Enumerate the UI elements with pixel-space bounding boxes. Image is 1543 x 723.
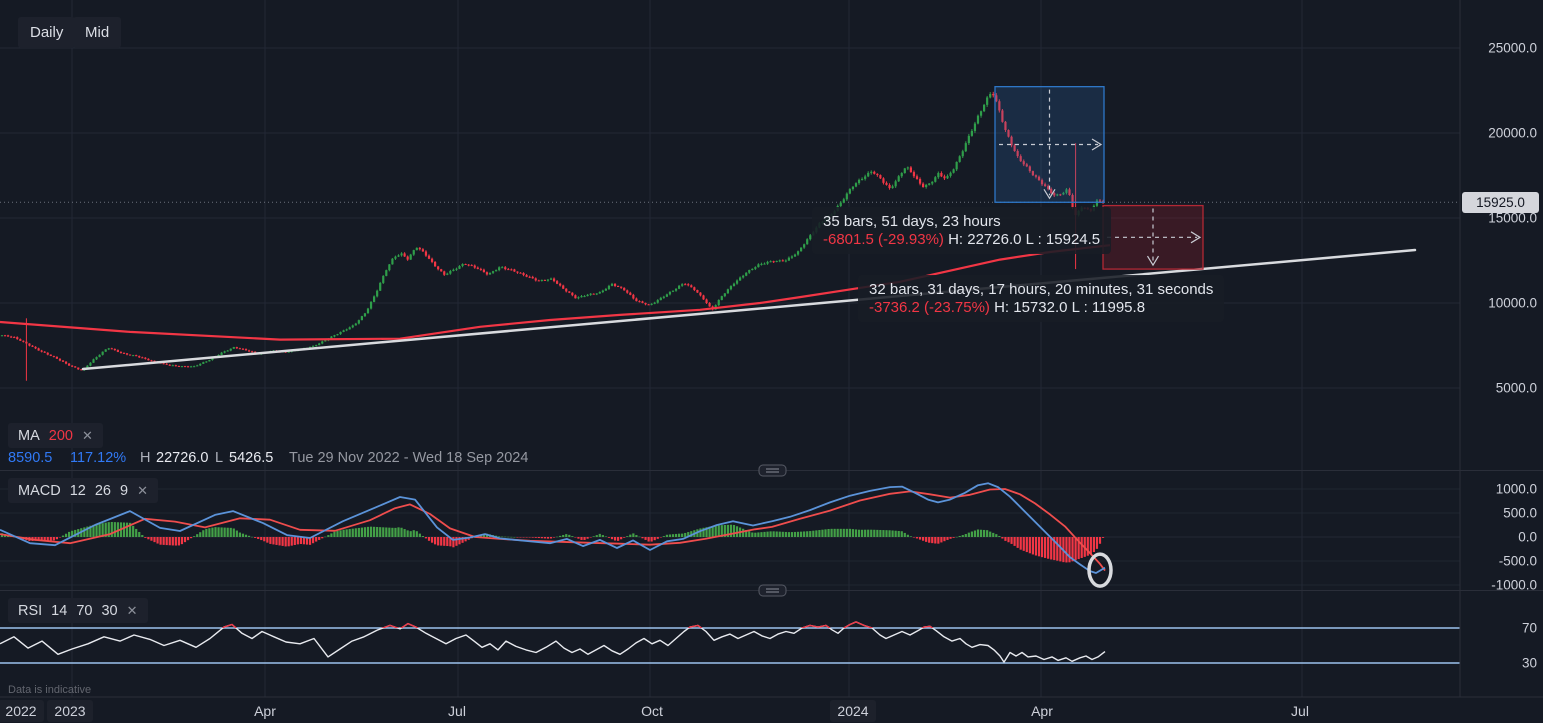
high-label: H (140, 450, 151, 466)
macd-param-fast: 12 (69, 482, 86, 499)
measure-tooltip-red: 32 bars, 31 days, 17 hours, 20 minutes, … (858, 275, 1225, 322)
time-axis-label: 2024 (837, 703, 868, 719)
macd-axis-label: 1000.0 (1496, 482, 1537, 497)
measure-tooltip-blue-line1: 35 bars, 51 days, 23 hours (823, 213, 1001, 230)
time-axis-label: 2023 (54, 703, 85, 719)
macd-axis-label: 500.0 (1503, 506, 1537, 521)
macd-legend-name: MACD (18, 482, 61, 499)
macd-line (0, 482, 1106, 574)
time-axis-labels: 2022 2023 Apr Jul Oct 2024 Apr Jul (0, 700, 1309, 722)
rsi-param-lower: 30 (101, 602, 118, 619)
rsi-axis-labels: 70 30 (1522, 621, 1537, 671)
macd-legend[interactable]: MACD 12 26 9 ✕ (8, 478, 158, 503)
time-axis-badge (0, 700, 44, 722)
price-axis-label: 15000.0 (1488, 211, 1537, 226)
macd-axis-label: -1000.0 (1491, 578, 1537, 593)
measure-change-value: -6801.5 (-29.93%) (823, 230, 944, 248)
ma-200-line (0, 244, 1111, 341)
macd-close-icon[interactable]: ✕ (137, 482, 148, 498)
grid-lines (0, 0, 1460, 697)
rsi-close-icon[interactable]: ✕ (126, 602, 138, 618)
time-axis-badge (830, 700, 876, 722)
low-label: L (215, 450, 224, 466)
measure-hl-value-2: H: 15732.0 L : 11995.8 (994, 298, 1146, 316)
rsi-legend[interactable]: RSI 14 70 30 ✕ (8, 598, 148, 623)
ma-close-icon[interactable]: ✕ (81, 427, 93, 443)
time-axis-label: Apr (254, 703, 276, 719)
ma-close-value: 8590.5 (8, 450, 53, 466)
measure-tooltip-red-line1: 32 bars, 31 days, 17 hours, 20 minutes, … (869, 281, 1214, 298)
ma-legend-name: MA (18, 427, 40, 444)
time-axis-label: Apr (1031, 703, 1053, 719)
rsi-pane (0, 621, 1460, 664)
macd-axis-labels: 1000.0 500.0 0.0 -500.0 -1000.0 (1491, 482, 1537, 593)
ma-change-value: 117.12% (70, 450, 127, 466)
pane-resize-handle-1[interactable] (758, 464, 787, 477)
macd-axis-label: 0.0 (1518, 530, 1537, 545)
rsi-param-length: 14 (51, 602, 68, 619)
price-axis-label: 25000.0 (1488, 41, 1537, 56)
price-axis-label: 5000.0 (1496, 381, 1537, 396)
rsi-axis-label: 70 (1522, 621, 1537, 636)
price-axis-labels: 25000.0 20000.0 15000.0 10000.0 5000.0 (1488, 41, 1537, 396)
measure-box-red[interactable] (1102, 204, 1204, 270)
macd-axis-label: -500.0 (1499, 554, 1537, 569)
time-axis-label: Oct (641, 703, 663, 719)
measure-change-value-2: -3736.2 (-23.75%) (869, 298, 990, 316)
time-axis-badge (47, 700, 93, 722)
low-value: 5426.5 (229, 450, 274, 466)
ma-values-row: 8590.5 117.12% H 22726.0 L 5426.5 Tue 29… (8, 450, 528, 466)
rsi-line (0, 621, 1106, 663)
rsi-legend-name: RSI (18, 602, 43, 619)
price-axis-label: 20000.0 (1488, 126, 1537, 141)
last-price-badge: 15925.0 (1462, 192, 1539, 213)
trendline-drawing[interactable] (81, 248, 1417, 371)
time-axis-label: 2022 (5, 703, 36, 719)
macd-param-signal: 9 (119, 482, 129, 499)
time-axis-label: Jul (1291, 703, 1309, 719)
price-axis-label: 10000.0 (1488, 296, 1537, 311)
ma-legend-period: 200 (48, 427, 73, 444)
measure-tooltip-red-line2: -3736.2 (-23.75%) H: 15732.0 L : 11995.8 (869, 299, 1213, 317)
measure-box-blue[interactable] (994, 86, 1105, 203)
rsi-axis-label: 30 (1522, 656, 1537, 671)
measure-hl-value: H: 22726.0 L : 15924.5 (948, 230, 1101, 248)
timeframe-daily-button[interactable]: Daily (18, 17, 76, 48)
date-range-label: Tue 29 Nov 2022 - Wed 18 Sep 2024 (289, 450, 529, 466)
time-axis-label: Jul (448, 703, 466, 719)
price-pane (0, 91, 1417, 381)
measure-tooltip-blue: 35 bars, 51 days, 23 hours -6801.5 (-29.… (812, 207, 1112, 254)
pane-resize-handle-2[interactable] (758, 584, 787, 597)
timeframe-mid-button[interactable]: Mid (73, 17, 122, 48)
high-value: 22726.0 (156, 450, 209, 466)
ellipse-drawing[interactable] (1087, 552, 1113, 588)
ma-legend[interactable]: MA 200 ✕ (8, 423, 103, 448)
macd-pane (0, 482, 1106, 574)
rsi-param-upper: 70 (76, 602, 93, 619)
measure-tooltip-blue-line2: -6801.5 (-29.93%) H: 22726.0 L : 15924.5 (823, 231, 1100, 249)
watermark: Data is indicative (8, 684, 92, 696)
macd-param-slow: 26 (94, 482, 111, 499)
